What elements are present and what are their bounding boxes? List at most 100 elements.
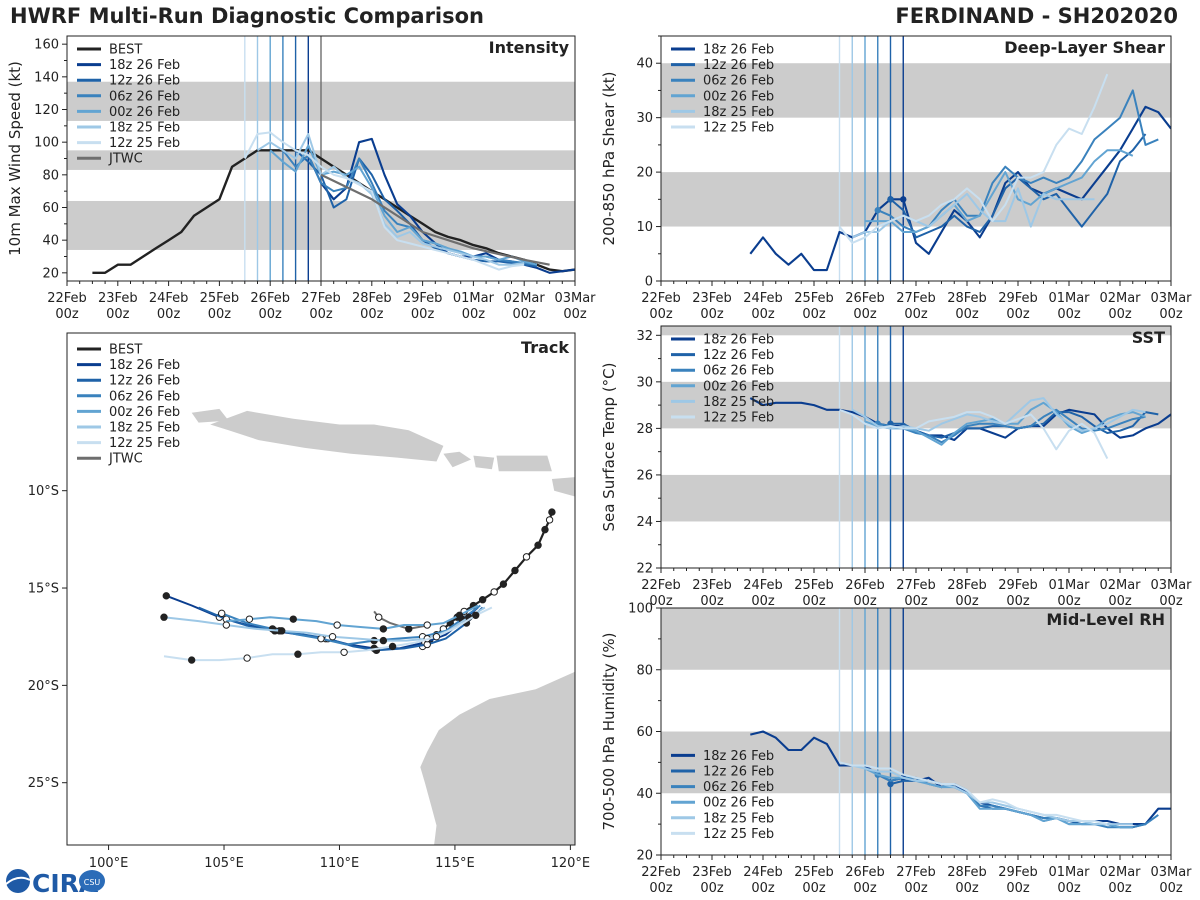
y-tick-label: 60 <box>42 201 59 216</box>
series-06z-26-feb-point <box>874 207 881 214</box>
y-tick-label: 40 <box>42 234 59 249</box>
legend-label: 06z 26 Feb <box>703 780 774 795</box>
track-18z-25-feb-point <box>160 613 168 621</box>
x-tick-label: 00z <box>802 307 826 322</box>
track-18z-25-feb-point <box>222 621 231 629</box>
x-tick-label: 25Feb <box>794 865 834 880</box>
series-12z-25-feb <box>839 761 1108 826</box>
legend-label: 18z 25 Feb <box>109 121 180 136</box>
x-tick-label: 01Mar <box>1048 578 1090 593</box>
track-panel: 100°E 105°E 110°E 115°E 120°E 10°S 15°S 20°S 25°… <box>28 332 590 871</box>
track-06z-26-feb <box>221 604 481 646</box>
x-tick-label: 00z <box>904 594 928 609</box>
x-tick-label: 00z <box>955 881 979 896</box>
track-18z-25-feb-point <box>328 632 337 641</box>
x-tick-label: 00z <box>1006 307 1030 322</box>
lon-tick-label: 115°E <box>435 856 475 871</box>
logo-globe-icon <box>6 869 30 893</box>
legend-label: 12z 26 Feb <box>703 58 774 73</box>
track-best-point <box>545 516 554 524</box>
legend-label: 18z 25 Feb <box>109 421 180 436</box>
track-18z-26-feb-point <box>162 592 170 600</box>
series-12z-26-feb-point <box>887 196 894 203</box>
x-tick-label: 00z <box>1108 594 1132 609</box>
storm-name: FERDINAND - SH202020 <box>895 4 1178 28</box>
series-12z-26-feb <box>294 149 538 268</box>
x-tick-label: 00z <box>1006 881 1030 896</box>
x-tick-label: 02Mar <box>504 291 546 306</box>
y-axis-label: 200-850 hPa Shear (kt) <box>600 72 618 246</box>
track-12z-25-feb-point <box>432 632 441 641</box>
panel-title: Track <box>521 338 569 357</box>
track-00z-26-feb-point <box>455 611 464 619</box>
land-mass <box>443 451 472 468</box>
legend-label: 12z 25 Feb <box>703 121 774 136</box>
x-tick-label: 24Feb <box>149 291 189 306</box>
x-tick-label: 00z <box>157 307 181 322</box>
x-tick-label: 00z <box>853 881 877 896</box>
x-tick-label: 00z <box>1057 881 1081 896</box>
legend-label: 00z 26 Feb <box>703 89 774 104</box>
x-tick-label: 27Feb <box>896 291 936 306</box>
threshold-band <box>661 474 1171 522</box>
logo-swoosh-icon <box>5 876 31 885</box>
x-tick-label: 23Feb <box>98 291 138 306</box>
panel-title: Mid-Level RH <box>1046 610 1165 629</box>
x-tick-label: 03Mar <box>1150 578 1192 593</box>
series-00z-26-feb <box>865 149 1134 233</box>
track-12z-25-feb-point <box>243 654 251 662</box>
track-best-point <box>511 566 519 575</box>
panel-title: Deep-Layer Shear <box>1004 38 1165 57</box>
legend-label: 00z 26 Feb <box>703 379 774 394</box>
plot-area <box>661 326 1171 568</box>
lat-tick-label: 25°S <box>28 776 59 791</box>
x-tick-label: 00z <box>1108 307 1132 322</box>
legend-label: 00z 26 Feb <box>109 105 180 120</box>
lon-tick-label: 105°E <box>204 856 244 871</box>
panel-title: Intensity <box>489 38 570 57</box>
y-tick-label: 20 <box>636 849 653 864</box>
y-axis-label: 700-500 hPa Humidity (%) <box>600 632 618 830</box>
legend-label: 12z 26 Feb <box>109 374 180 389</box>
x-tick-label: 00z <box>802 881 826 896</box>
x-tick-label: 00z <box>259 307 283 322</box>
y-tick-label: 100 <box>34 136 59 151</box>
x-tick-label: 22Feb <box>47 291 87 306</box>
lat-tick-label: 20°S <box>28 679 59 694</box>
legend-label: 18z 26 Feb <box>703 333 774 348</box>
plot-area <box>661 36 1171 281</box>
plot-area <box>661 608 1171 855</box>
x-tick-label: 22Feb <box>641 865 681 880</box>
map-frame <box>66 332 576 846</box>
track-06z-26-feb-point <box>317 634 325 643</box>
x-tick-label: 29Feb <box>998 865 1038 880</box>
legend-label: 18z 26 Feb <box>703 749 774 764</box>
x-tick-label: 01Mar <box>1048 291 1090 306</box>
lon-tick-label: 110°E <box>320 856 360 871</box>
legend-label: 18z 26 Feb <box>109 358 180 373</box>
legend-label: BEST <box>109 343 142 358</box>
legend-label: 06z 26 Feb <box>703 364 774 379</box>
y-tick-label: 28 <box>636 422 653 437</box>
x-tick-label: 00z <box>904 307 928 322</box>
track-00z-26-feb-point <box>245 615 254 623</box>
x-tick-label: 25Feb <box>794 578 834 593</box>
legend-label: 00z 26 Feb <box>703 796 774 811</box>
track-best-point <box>490 588 498 596</box>
x-tick-label: 00z <box>904 881 928 896</box>
y-tick-label: 32 <box>636 329 653 344</box>
x-tick-label: 27Feb <box>301 291 341 306</box>
x-tick-label: 00z <box>751 881 775 896</box>
track-best-point <box>499 580 508 588</box>
shear-panel: 01020304022Feb00z23Feb00z24Feb00z25Feb00… <box>600 35 1192 322</box>
y-tick-label: 30 <box>636 375 653 390</box>
track-best-point <box>541 525 549 534</box>
x-tick-label: 02Mar <box>1099 291 1141 306</box>
intensity-panel: 2040608010012014016022Feb00z23Feb00z24Fe… <box>6 35 596 322</box>
x-tick-label: 27Feb <box>896 578 936 593</box>
x-tick-label: 03Mar <box>1150 865 1192 880</box>
x-tick-label: 25Feb <box>794 291 834 306</box>
y-tick-label: 40 <box>636 787 653 802</box>
x-tick-label: 00z <box>649 307 673 322</box>
x-tick-label: 24Feb <box>743 865 783 880</box>
